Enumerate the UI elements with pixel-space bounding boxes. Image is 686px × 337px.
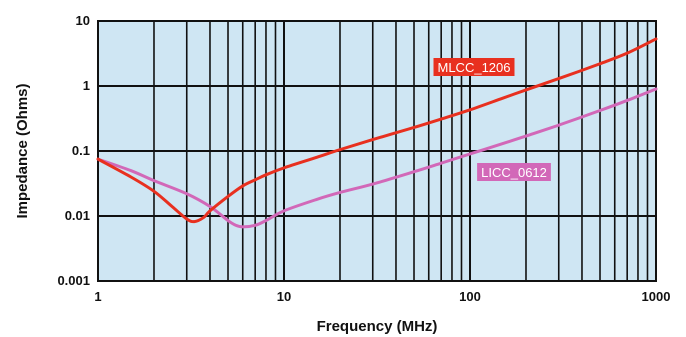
series-line-licc-0612: [96, 87, 658, 229]
x-tick-label: 1000: [642, 289, 671, 304]
x-tick-label: 10: [277, 289, 291, 304]
y-tick-label: 1: [83, 78, 90, 93]
y-tick-label: 0.001: [57, 273, 90, 288]
series-label-box: [477, 163, 551, 181]
series-line-mlcc-1206: [96, 37, 658, 224]
y-tick-label: 0.01: [65, 208, 90, 223]
plot-frame: [97, 20, 657, 282]
series-label-mlcc-1206: MLCC_1206: [433, 58, 515, 76]
y-axis-title: Impedance (Ohms): [14, 83, 31, 218]
series-label-text: LICC_0612: [481, 165, 547, 180]
tick-labels: 1 10 100 1000 10 1 0.1 0.01 0.001: [57, 13, 670, 304]
y-tick-label: 10: [76, 13, 90, 28]
series-label-box: [433, 58, 515, 76]
series-layer: [96, 37, 658, 229]
x-tick-label: 1: [94, 289, 101, 304]
series-labels: MLCC_1206 LICC_0612: [433, 58, 551, 181]
series-label-text: MLCC_1206: [438, 60, 511, 75]
series-label-licc-0612: LICC_0612: [477, 163, 551, 181]
y-tick-label: 0.1: [72, 143, 90, 158]
x-tick-label: 100: [459, 289, 481, 304]
x-axis-title: Frequency (MHz): [317, 318, 438, 335]
